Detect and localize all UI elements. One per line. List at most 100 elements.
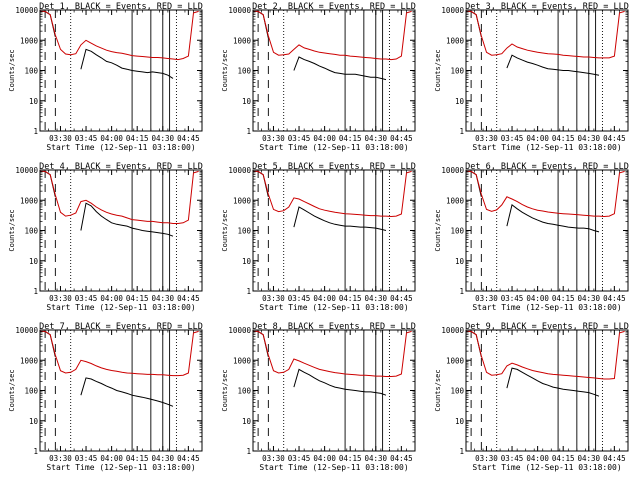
- x-axis-label: Start Time (12-Sep-11 03:18:00): [472, 303, 621, 312]
- plot-frame: [252, 169, 416, 292]
- x-tick-label: 04:30: [364, 134, 387, 143]
- plot-frame: [465, 169, 629, 292]
- x-tick-label: 04:30: [151, 454, 174, 463]
- x-tick-label: 03:45: [75, 294, 98, 303]
- plot-frame: [465, 329, 629, 452]
- y-tick-label: 1000: [20, 36, 39, 45]
- y-tick-label: 100: [24, 67, 38, 76]
- y-tick-label: 10: [455, 97, 465, 106]
- chart-title: Det 7, BLACK = Events, RED = LLD: [39, 322, 203, 332]
- x-axis-label: Start Time (12-Sep-11 03:18:00): [472, 143, 621, 152]
- x-tick-label: 04:45: [603, 454, 626, 463]
- plot-frame: [39, 169, 203, 292]
- x-tick-label: 04:30: [364, 454, 387, 463]
- x-tick-label: 03:45: [501, 134, 524, 143]
- x-tick-label: 03:30: [475, 454, 498, 463]
- y-axis-label: Counts/sec: [8, 369, 16, 411]
- series-line-lld: [253, 170, 412, 218]
- x-tick-label: 04:45: [177, 134, 200, 143]
- x-tick-label: 04:30: [151, 294, 174, 303]
- series-line-events: [466, 330, 600, 397]
- series-line-lld: [40, 330, 199, 377]
- x-tick-label: 04:00: [313, 134, 336, 143]
- y-tick-label: 100: [450, 227, 464, 236]
- x-tick-label: 03:30: [475, 134, 498, 143]
- y-tick-label: 100: [237, 227, 251, 236]
- chart-title: Det 1, BLACK = Events, RED = LLD: [39, 2, 203, 12]
- y-tick-label: 100: [24, 387, 38, 396]
- x-tick-label: 04:15: [552, 134, 575, 143]
- x-tick-label: 03:30: [262, 454, 285, 463]
- y-tick-label: 10: [455, 417, 465, 426]
- y-axis-label: Counts/sec: [221, 369, 229, 411]
- chart-title: Det 6, BLACK = Events, RED = LLD: [465, 162, 629, 172]
- x-tick-label: 04:30: [151, 134, 174, 143]
- y-tick-label: 10: [455, 257, 465, 266]
- chart-title: Det 2, BLACK = Events, RED = LLD: [252, 2, 416, 12]
- series-line-lld: [466, 10, 625, 59]
- x-tick-label: 03:30: [262, 134, 285, 143]
- x-axis-label: Start Time (12-Sep-11 03:18:00): [46, 143, 195, 152]
- series-line-events: [253, 170, 387, 231]
- chart-panel-2: Det 2, BLACK = Events, RED = LLD 1 10 100 10…: [221, 2, 416, 152]
- chart-title: Det 9, BLACK = Events, RED = LLD: [465, 322, 629, 332]
- series-line-events: [40, 170, 174, 237]
- chart-title: Det 3, BLACK = Events, RED = LLD: [465, 2, 629, 12]
- y-tick-label: 10000: [15, 166, 38, 175]
- y-tick-label: 1: [246, 287, 251, 296]
- y-axis-label: Counts/sec: [434, 49, 442, 91]
- x-tick-label: 03:45: [288, 294, 311, 303]
- y-tick-label: 1000: [20, 356, 39, 365]
- x-tick-label: 04:00: [526, 134, 549, 143]
- x-axis-label: Start Time (12-Sep-11 03:18:00): [472, 463, 621, 472]
- series-line-events: [466, 10, 600, 76]
- x-tick-label: 04:45: [390, 294, 413, 303]
- y-tick-label: 10000: [228, 166, 251, 175]
- x-tick-label: 03:30: [262, 294, 285, 303]
- chart-panel-8: Det 8, BLACK = Events, RED = LLD 1 10 100 10…: [221, 322, 416, 472]
- chart-panel-1: Det 1, BLACK = Events, RED = LLD 1 10 100 10…: [8, 2, 203, 152]
- series-line-lld: [466, 170, 625, 218]
- y-tick-label: 1: [246, 127, 251, 136]
- y-tick-label: 1000: [20, 196, 39, 205]
- x-tick-label: 04:45: [390, 134, 413, 143]
- y-tick-label: 100: [450, 67, 464, 76]
- y-tick-label: 1000: [233, 356, 252, 365]
- y-axis-label: Counts/sec: [8, 49, 16, 91]
- y-tick-label: 10: [242, 417, 252, 426]
- x-tick-label: 04:15: [126, 134, 149, 143]
- x-tick-label: 04:45: [177, 294, 200, 303]
- series-line-events: [466, 170, 600, 233]
- y-tick-label: 10: [242, 97, 252, 106]
- y-tick-label: 10: [242, 257, 252, 266]
- x-tick-label: 03:30: [49, 134, 72, 143]
- x-tick-label: 04:00: [526, 454, 549, 463]
- y-tick-label: 10000: [228, 6, 251, 15]
- x-tick-label: 03:30: [49, 294, 72, 303]
- x-tick-label: 04:00: [100, 294, 123, 303]
- x-tick-label: 04:45: [603, 134, 626, 143]
- y-tick-label: 100: [237, 387, 251, 396]
- x-tick-label: 03:30: [475, 294, 498, 303]
- series-line-events: [253, 330, 387, 396]
- plot-frame: [252, 9, 416, 132]
- y-tick-label: 10000: [228, 326, 251, 335]
- x-tick-label: 03:45: [501, 454, 524, 463]
- y-tick-label: 1: [33, 447, 38, 456]
- y-tick-label: 1: [459, 447, 464, 456]
- chart-title: Det 4, BLACK = Events, RED = LLD: [39, 162, 203, 172]
- x-tick-label: 04:45: [177, 454, 200, 463]
- x-tick-label: 03:45: [75, 134, 98, 143]
- y-tick-label: 1: [33, 287, 38, 296]
- x-tick-label: 04:00: [313, 294, 336, 303]
- x-tick-label: 04:00: [100, 454, 123, 463]
- y-tick-label: 1000: [446, 356, 465, 365]
- x-tick-label: 04:00: [100, 134, 123, 143]
- y-tick-label: 1: [459, 127, 464, 136]
- chart-title: Det 8, BLACK = Events, RED = LLD: [252, 322, 416, 332]
- x-tick-label: 04:45: [603, 294, 626, 303]
- series-line-lld: [40, 170, 199, 224]
- x-tick-label: 03:45: [288, 454, 311, 463]
